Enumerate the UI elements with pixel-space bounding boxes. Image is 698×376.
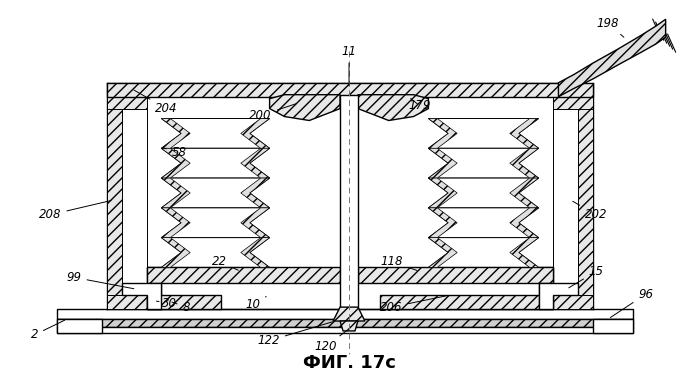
- Bar: [554, 109, 579, 295]
- Bar: [554, 95, 593, 109]
- Bar: [107, 95, 593, 309]
- Polygon shape: [358, 95, 429, 120]
- Polygon shape: [429, 178, 539, 208]
- Text: 2: 2: [31, 320, 65, 341]
- Polygon shape: [161, 118, 190, 148]
- Polygon shape: [161, 238, 269, 267]
- Text: 99: 99: [66, 271, 134, 289]
- Polygon shape: [241, 148, 269, 178]
- Polygon shape: [429, 118, 457, 148]
- Polygon shape: [241, 178, 269, 208]
- Bar: [340, 95, 358, 309]
- Bar: [57, 319, 633, 327]
- Polygon shape: [429, 238, 457, 267]
- Bar: [107, 95, 147, 109]
- Polygon shape: [593, 319, 633, 333]
- Polygon shape: [161, 238, 190, 267]
- Text: 10: 10: [245, 297, 266, 311]
- Text: 15: 15: [569, 265, 604, 288]
- Polygon shape: [539, 283, 579, 309]
- Text: 208: 208: [39, 200, 111, 221]
- Text: 120: 120: [314, 331, 347, 353]
- Polygon shape: [269, 95, 340, 120]
- Polygon shape: [161, 178, 269, 208]
- Polygon shape: [429, 148, 457, 178]
- Bar: [147, 295, 221, 309]
- Polygon shape: [429, 208, 539, 238]
- Polygon shape: [429, 208, 457, 238]
- Bar: [107, 295, 147, 309]
- Polygon shape: [558, 19, 666, 97]
- Text: 58: 58: [164, 146, 187, 159]
- Text: 122: 122: [258, 322, 332, 347]
- Bar: [358, 267, 554, 283]
- Bar: [107, 83, 593, 97]
- Polygon shape: [510, 178, 539, 208]
- Bar: [107, 95, 121, 309]
- Polygon shape: [121, 283, 161, 309]
- Text: 206: 206: [380, 296, 447, 314]
- Polygon shape: [161, 178, 190, 208]
- Bar: [147, 267, 161, 309]
- Bar: [147, 267, 340, 283]
- Polygon shape: [161, 148, 269, 178]
- Text: 96: 96: [610, 288, 653, 317]
- Polygon shape: [340, 321, 358, 331]
- Polygon shape: [429, 148, 539, 178]
- Polygon shape: [241, 208, 269, 238]
- Polygon shape: [57, 319, 102, 333]
- Text: 198: 198: [597, 17, 624, 37]
- Text: ФИГ. 17c: ФИГ. 17c: [302, 354, 396, 372]
- Polygon shape: [510, 118, 539, 148]
- Polygon shape: [510, 238, 539, 267]
- Polygon shape: [429, 118, 539, 148]
- Polygon shape: [161, 208, 190, 238]
- Polygon shape: [161, 118, 269, 148]
- Text: 22: 22: [211, 255, 238, 270]
- Text: 179: 179: [408, 99, 431, 112]
- Polygon shape: [510, 208, 539, 238]
- Polygon shape: [429, 238, 539, 267]
- Text: 200: 200: [249, 103, 297, 122]
- Bar: [380, 295, 539, 309]
- Polygon shape: [241, 238, 269, 267]
- Polygon shape: [161, 208, 269, 238]
- Text: 8: 8: [172, 301, 190, 314]
- Text: 202: 202: [573, 201, 607, 221]
- Text: 30: 30: [156, 297, 177, 310]
- Text: 204: 204: [134, 90, 177, 115]
- Polygon shape: [161, 148, 190, 178]
- Polygon shape: [429, 178, 457, 208]
- Bar: [579, 95, 593, 309]
- Text: 11: 11: [341, 44, 357, 86]
- Bar: [57, 309, 633, 319]
- Bar: [554, 295, 593, 309]
- Bar: [121, 109, 147, 295]
- Bar: [57, 327, 633, 333]
- Polygon shape: [241, 118, 269, 148]
- Bar: [539, 267, 554, 309]
- Polygon shape: [510, 148, 539, 178]
- Polygon shape: [333, 307, 365, 321]
- Text: 118: 118: [380, 255, 417, 270]
